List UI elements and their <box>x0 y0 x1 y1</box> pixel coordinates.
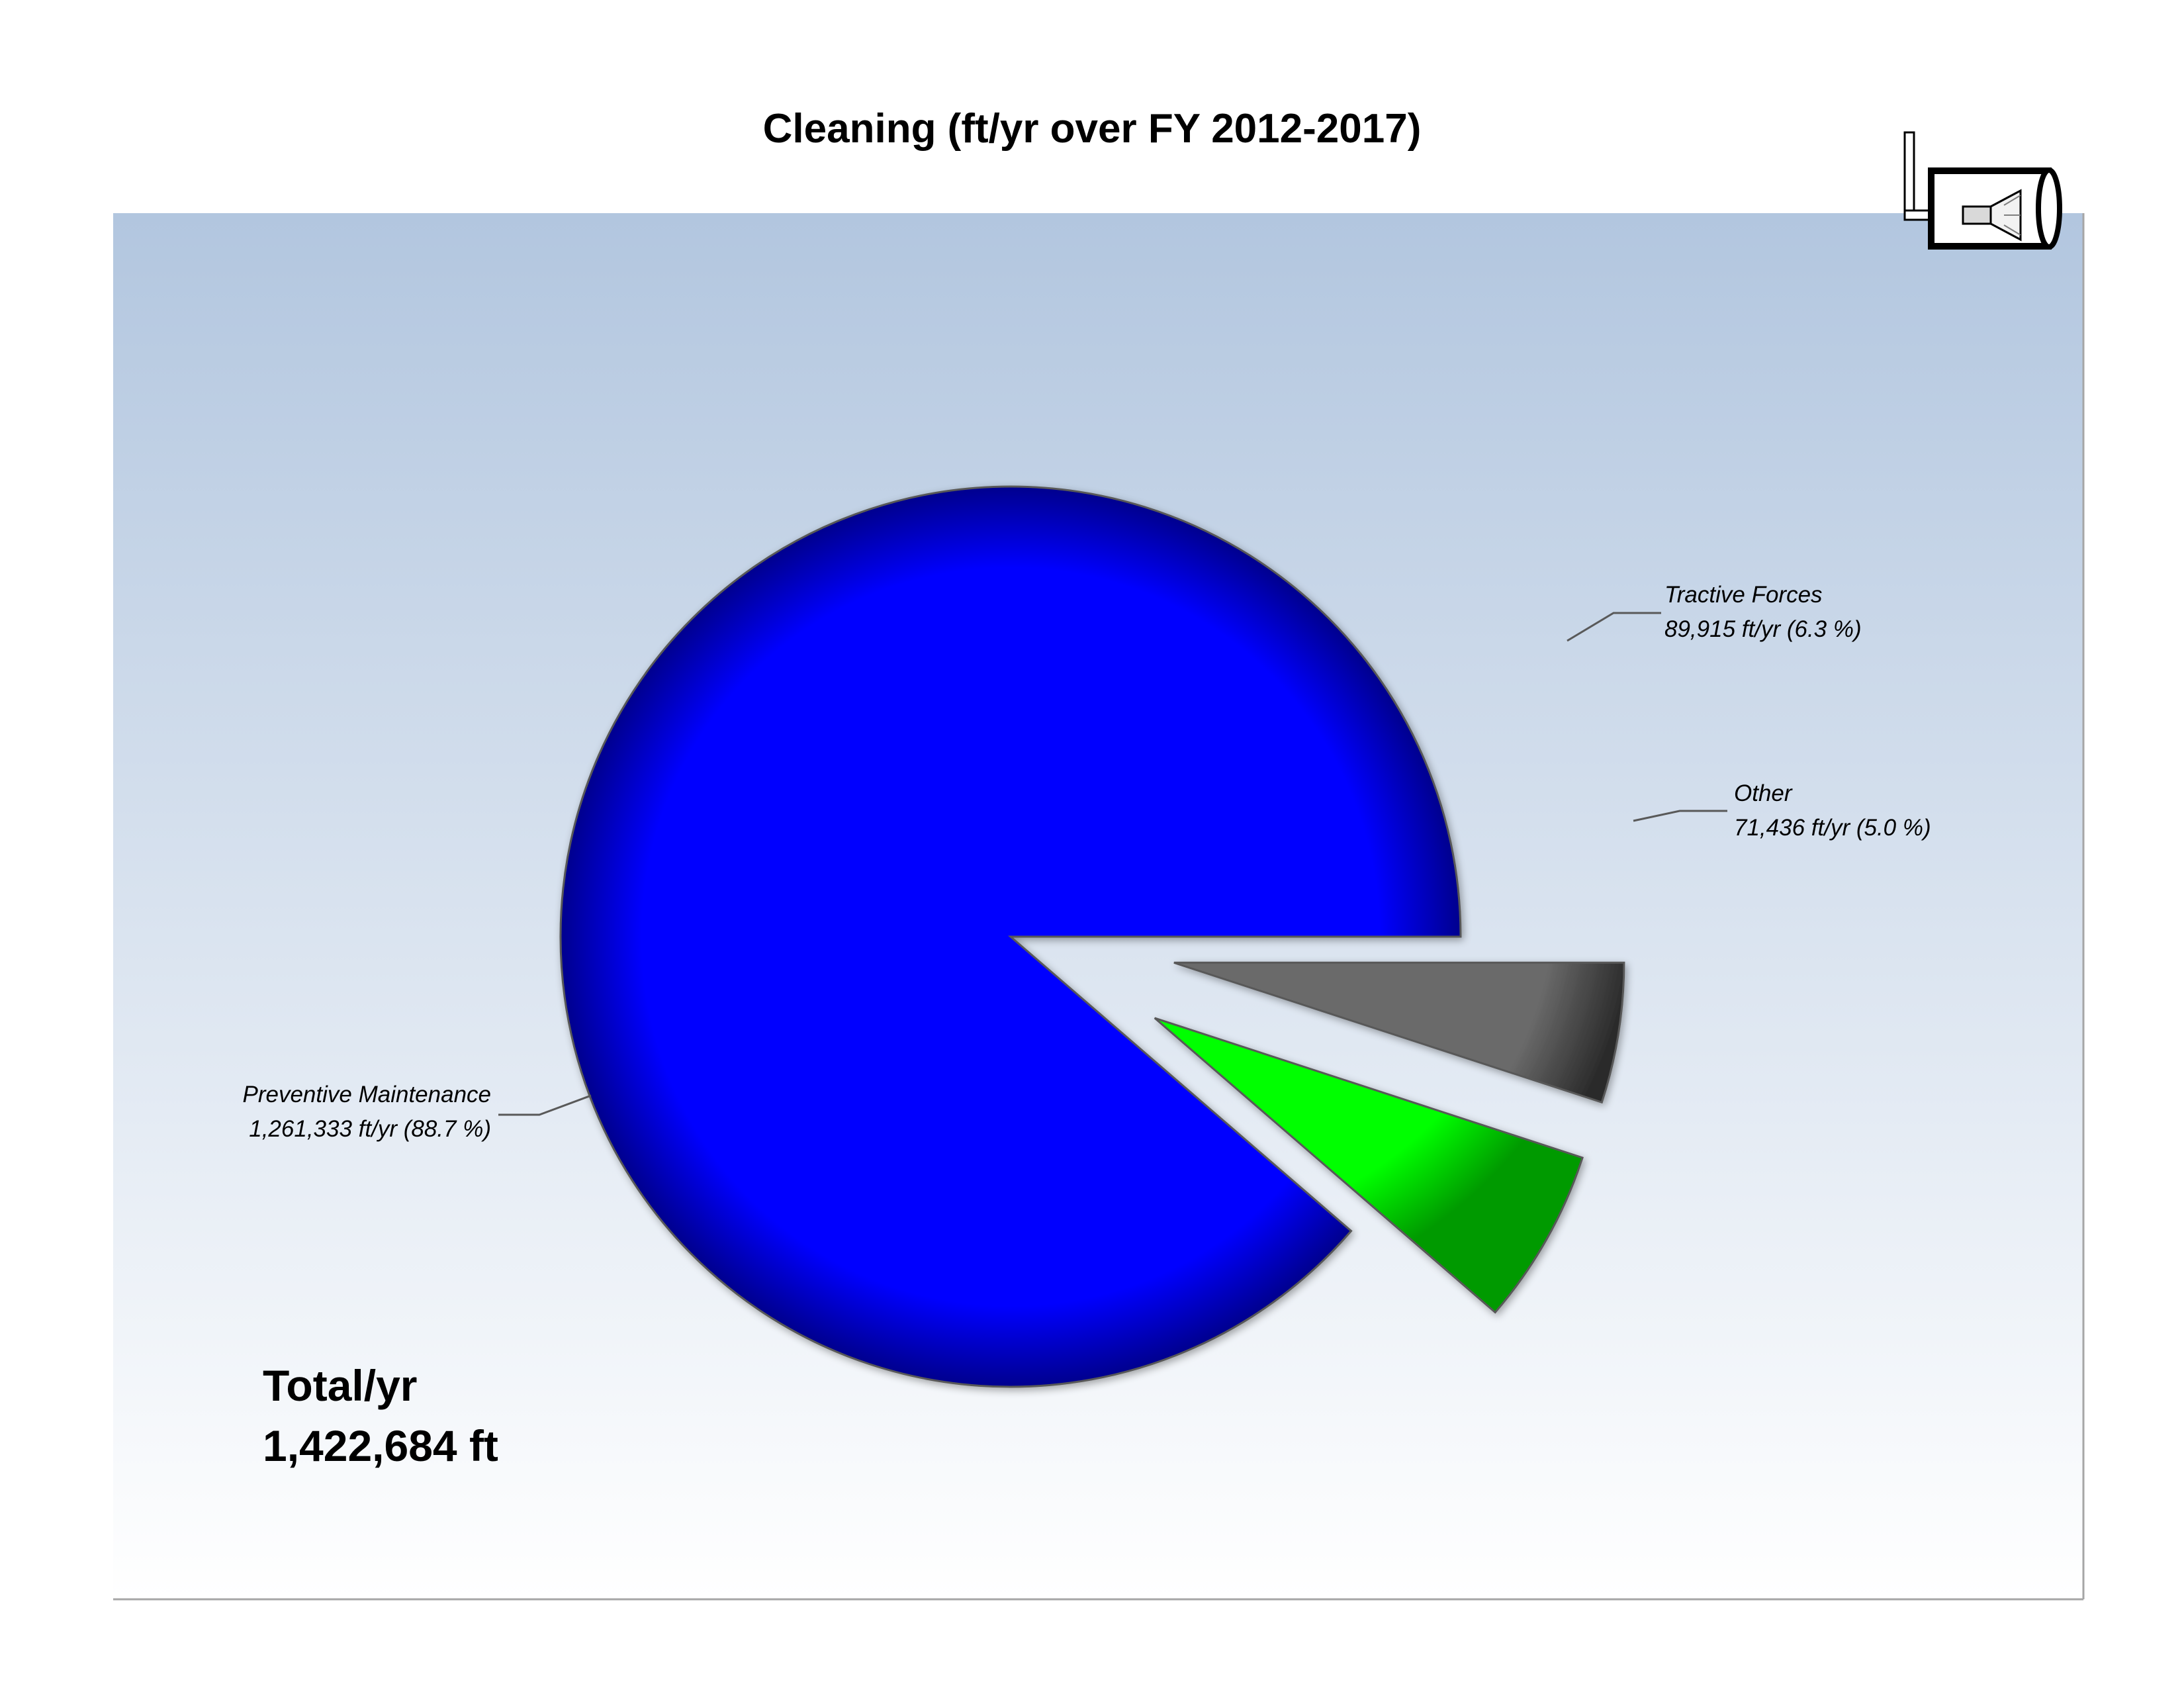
total-value: 1,422,684 ft <box>263 1421 498 1470</box>
total-label: Total/yr <box>263 1361 417 1410</box>
slice-preventive-maintenance <box>559 485 1462 1388</box>
pie-slices <box>559 485 1625 1388</box>
label-other-name: Other <box>1734 780 1793 806</box>
label-preventive-maintenance-value: 1,261,333 ft/yr (88.7 %) <box>249 1116 491 1142</box>
pipe-cleaning-nozzle-icon <box>1903 131 2062 250</box>
label-preventive-maintenance-name: Preventive Maintenance <box>243 1082 492 1107</box>
leader-lines <box>498 612 1727 1116</box>
label-tractive-forces-name: Tractive Forces <box>1664 582 1823 608</box>
slice-other <box>1173 961 1625 1104</box>
chart-title: Cleaning (ft/yr over FY 2012-2017) <box>763 106 1422 152</box>
label-tractive-forces-value: 89,915 ft/yr (6.3 %) <box>1664 616 1862 642</box>
slice-tractive-forces <box>1154 1017 1584 1314</box>
label-other-value: 71,436 ft/yr (5.0 %) <box>1734 815 1931 841</box>
leader-line-tractive-forces <box>1567 612 1661 642</box>
leader-line-other <box>1633 810 1727 822</box>
leader-line-preventive-maintenance <box>498 1094 592 1116</box>
